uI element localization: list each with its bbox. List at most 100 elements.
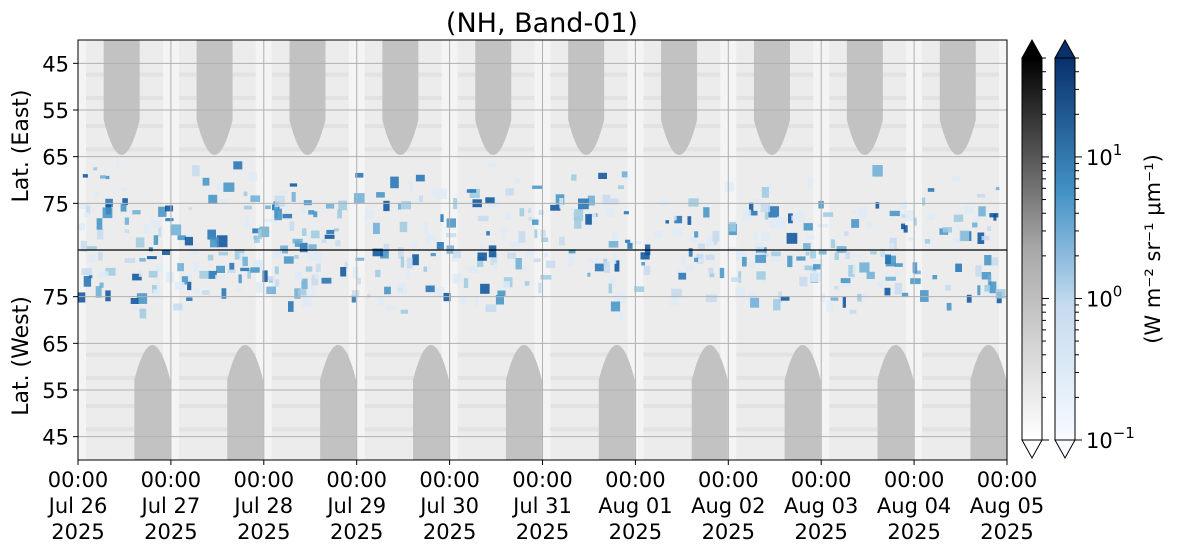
aurora-cell [611, 253, 617, 264]
aurora-cell [485, 304, 497, 312]
aurora-cell [987, 274, 992, 286]
aurora-cell [862, 293, 868, 299]
colorbar-gray [1021, 38, 1043, 460]
aurora-cell [877, 280, 883, 287]
aurora-cell [665, 220, 669, 224]
aurora-cell [80, 240, 88, 252]
aurora-cell [830, 297, 839, 301]
aurora-cell [500, 227, 509, 232]
x-tick-year: 2025 [423, 520, 476, 544]
aurora-cell [676, 269, 682, 275]
aurora-cell [156, 279, 161, 292]
aurora-cell [571, 174, 577, 181]
aurora-cell [266, 286, 276, 295]
aurora-cell [913, 217, 917, 226]
aurora-cell [731, 277, 741, 282]
aurora-cell [630, 241, 642, 245]
aurora-cell [253, 259, 264, 269]
aurora-cell [309, 286, 316, 298]
aurora-cell [728, 247, 738, 251]
aurora-cell [515, 258, 522, 270]
aurora-cell [202, 290, 210, 295]
aurora-cell [338, 200, 347, 211]
aurora-cell [672, 228, 682, 237]
aurora-cell [964, 205, 975, 214]
aurora-cell [688, 248, 693, 257]
aurora-cell [543, 252, 548, 258]
aurora-cell [192, 165, 200, 177]
aurora-cell [102, 207, 113, 219]
x-tick-date: Jul 28 [232, 494, 293, 518]
aurora-cell [305, 266, 313, 272]
aurora-cell [817, 224, 829, 228]
aurora-cell [984, 255, 992, 266]
aurora-cell [352, 266, 359, 279]
aurora-cell [150, 220, 160, 229]
aurora-cell [264, 218, 275, 222]
x-tick-date: Aug 02 [691, 494, 765, 518]
aurora-cell [165, 218, 174, 222]
aurora-cell [207, 229, 216, 240]
aurora-cell [510, 242, 520, 248]
aurora-cell [885, 276, 896, 281]
aurora-cell [851, 219, 860, 228]
aurora-cell [199, 270, 209, 279]
aurora-cell [351, 295, 356, 303]
aurora-cell [83, 276, 92, 287]
aurora-cell [977, 285, 981, 296]
aurora-cell [440, 214, 444, 222]
aurora-cell [538, 282, 542, 294]
aurora-cell [788, 213, 793, 224]
aurora-cell [885, 254, 891, 265]
aurora-cell [619, 311, 624, 321]
aurora-cell [425, 234, 436, 242]
aurora-cell [412, 254, 419, 266]
aurora-cell [250, 195, 261, 202]
aurora-cell [932, 275, 938, 280]
aurora-cell [678, 272, 687, 280]
aurora-cell [357, 277, 361, 285]
aurora-cell [490, 253, 498, 265]
aurora-cell [926, 213, 935, 220]
x-tick-year: 2025 [51, 520, 104, 544]
aurora-cell [495, 294, 504, 305]
aurora-cell [749, 210, 758, 216]
colorbar-tick-label: 100 [1086, 282, 1122, 311]
aurora-cell [308, 244, 317, 249]
aurora-cell [799, 276, 808, 287]
aurora-cell [311, 230, 320, 239]
aurora-cell [988, 281, 997, 294]
aurora-cell [559, 236, 565, 246]
aurora-cell [786, 232, 798, 244]
aurora-cell [671, 288, 682, 298]
aurora-cell [187, 272, 192, 282]
aurora-cell [148, 247, 153, 252]
aurora-cell [480, 283, 490, 294]
y-axis-label-west: Lat. (West) [9, 296, 34, 416]
aurora-cell [254, 235, 260, 243]
x-tick-year: 2025 [330, 520, 383, 544]
aurora-cell [760, 203, 771, 213]
x-tick-label: 00:00 Aug 05 2025 [970, 468, 1044, 544]
aurora-cell [166, 272, 174, 283]
aurora-cell [749, 262, 756, 268]
aurora-cell [82, 174, 88, 178]
aurora-cell [477, 215, 489, 222]
aurora-cell [899, 201, 907, 209]
aurora-cell [670, 303, 679, 307]
aurora-cell [771, 251, 781, 257]
aurora-cell [250, 267, 260, 273]
aurora-cell [568, 207, 575, 211]
aurora-cell [680, 255, 686, 265]
aurora-cell [188, 207, 192, 211]
aurora-cell [452, 249, 461, 258]
aurora-cell [812, 264, 817, 275]
aurora-cell [216, 182, 221, 191]
aurora-cell [463, 278, 469, 288]
aurora-cell [289, 221, 295, 231]
aurora-cell [698, 243, 706, 250]
aurora-cell [302, 296, 312, 307]
aurora-cell [955, 224, 961, 230]
aurora-cell [400, 256, 405, 268]
